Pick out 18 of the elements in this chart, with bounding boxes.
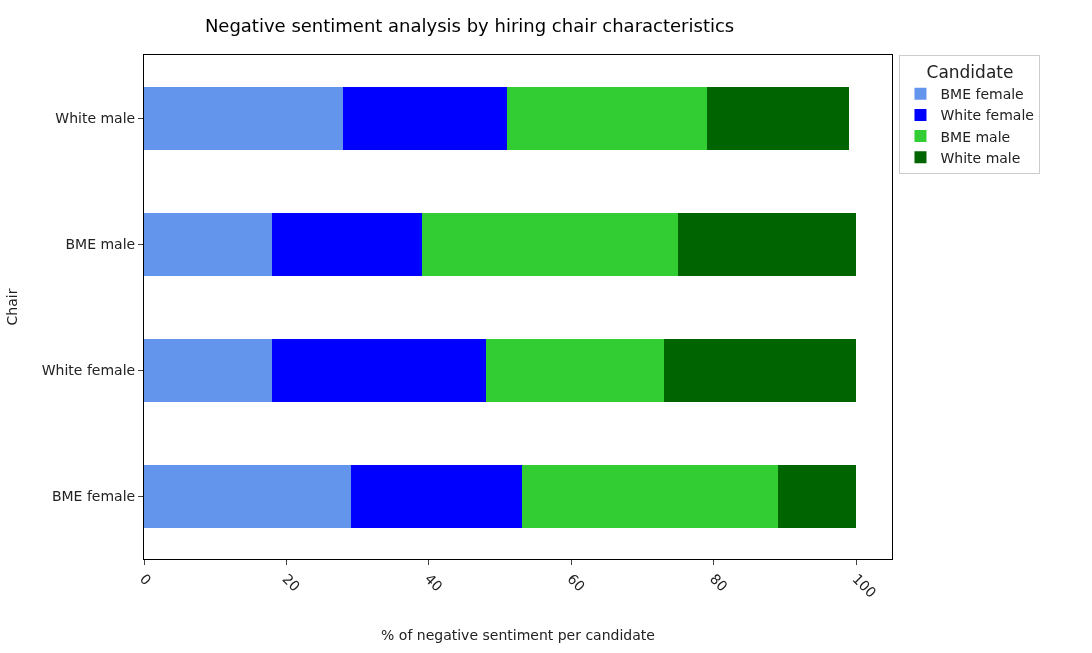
- y-tick-label: White male: [55, 109, 136, 126]
- x-tick-label: 100: [849, 570, 880, 601]
- chart-title: Negative sentiment analysis by hiring chair characteristics: [204, 15, 735, 37]
- y-tick-label: BME male: [65, 235, 136, 252]
- y-tick-label: BME female: [51, 487, 136, 504]
- x-tick-label: 20: [279, 570, 304, 595]
- x-tick-label: 0: [136, 570, 155, 589]
- x-tick-label: 60: [564, 570, 589, 595]
- y-tick-label: White female: [41, 361, 136, 378]
- legend-title: Candidate: [926, 62, 1014, 83]
- legend-label: BME male: [940, 128, 1011, 145]
- legend-label: White male: [940, 149, 1021, 166]
- legend-label: BME female: [940, 86, 1024, 103]
- x-axis-title: % of negative sentiment per candidate: [381, 627, 655, 644]
- x-tick-label: 40: [421, 570, 446, 595]
- legend-label: White female: [940, 107, 1034, 124]
- y-axis-title: Chair: [4, 288, 21, 326]
- x-tick-label: 80: [706, 570, 731, 595]
